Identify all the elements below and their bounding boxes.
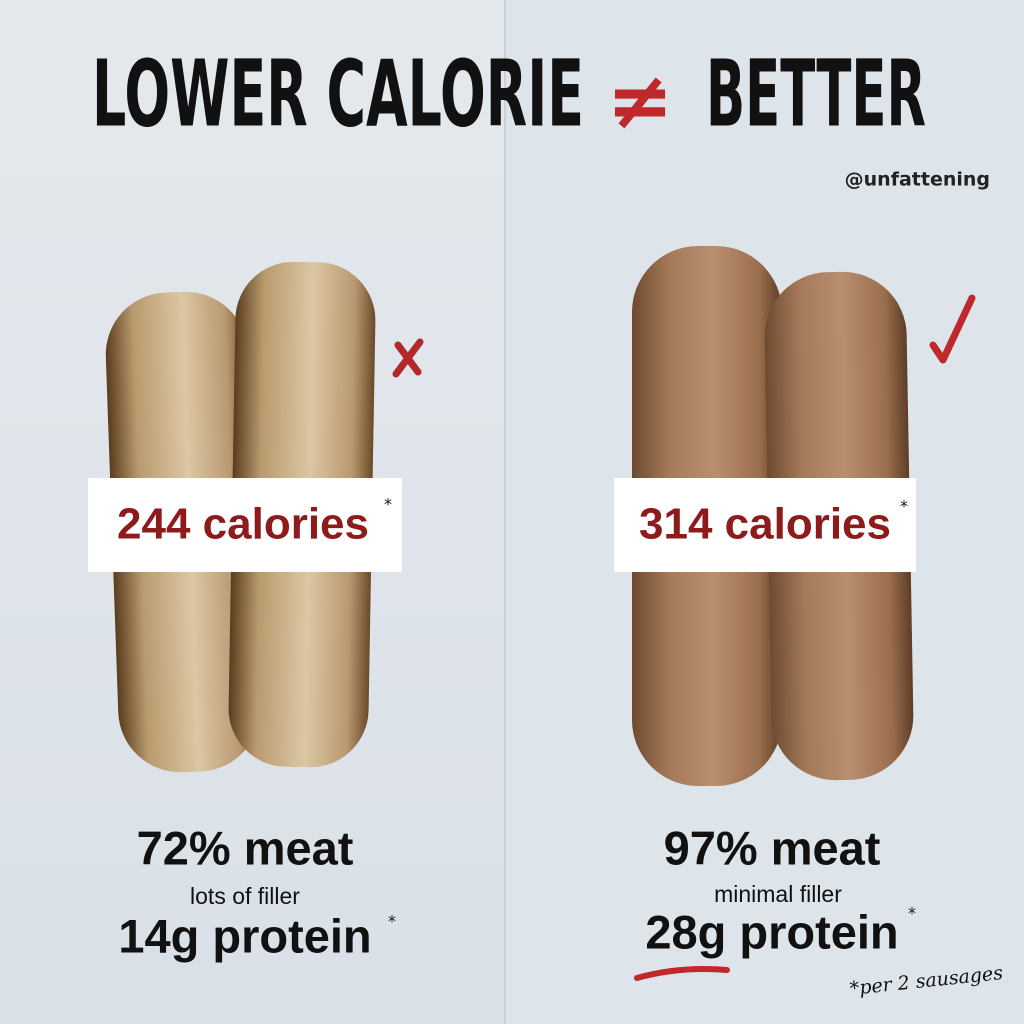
protein: 28g protein (645, 905, 898, 958)
title-right: BETTER (706, 40, 926, 147)
meat-percent: 97% meat (664, 821, 881, 874)
not-equal-symbol: ≠ (606, 54, 673, 147)
calorie-box (614, 478, 916, 572)
footnote-mark: * (384, 495, 392, 514)
filler: lots of filler (190, 883, 300, 909)
check-mark (929, 294, 976, 364)
footnote-mark: * (908, 904, 916, 923)
underline (634, 966, 730, 981)
calories: 314 calories (639, 500, 891, 549)
footnote-mark: * (900, 497, 908, 516)
calorie-box (88, 478, 402, 572)
protein: 14g protein (118, 909, 371, 962)
meat-percent: 72% meat (137, 821, 354, 874)
calories: 244 calories (117, 500, 369, 549)
cross-mark (392, 338, 424, 378)
filler: minimal filler (714, 881, 842, 907)
handle: @unfattening (845, 169, 990, 191)
title-left: LOWER CALORIE (92, 40, 584, 147)
footnote-mark: * (388, 912, 396, 931)
